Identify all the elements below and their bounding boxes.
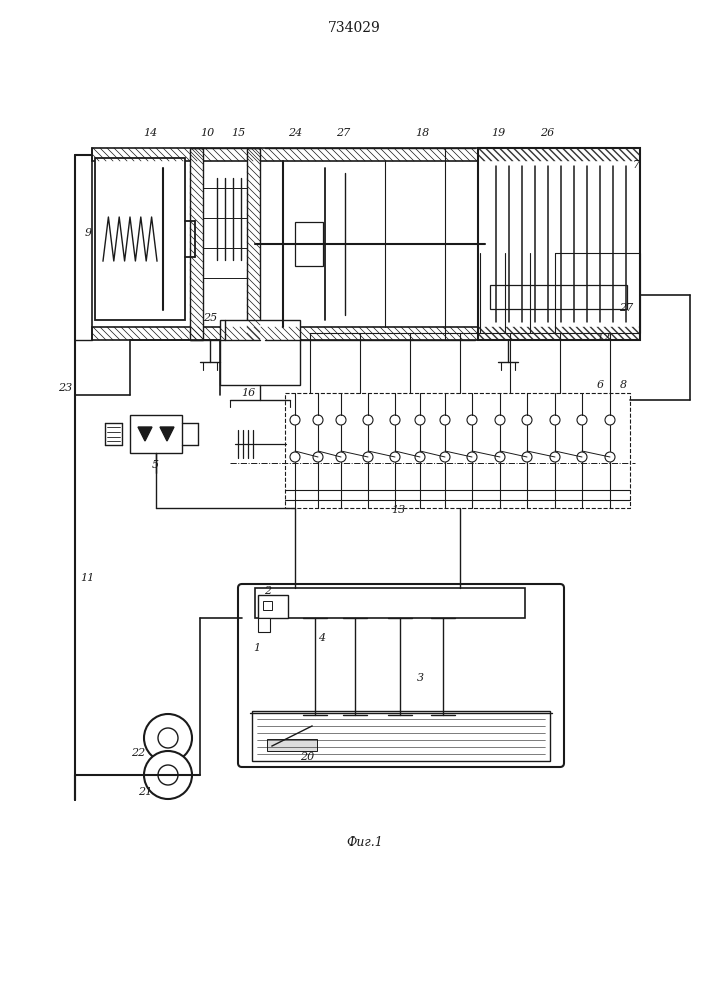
Bar: [258, 618, 270, 632]
Circle shape: [390, 452, 400, 462]
Circle shape: [605, 452, 615, 462]
Circle shape: [577, 415, 587, 425]
Bar: [255, 588, 525, 618]
Text: 20: 20: [300, 752, 314, 762]
Circle shape: [313, 452, 323, 462]
Bar: [267, 739, 317, 751]
Text: 8: 8: [620, 380, 627, 390]
Text: 6: 6: [597, 380, 604, 390]
Circle shape: [415, 415, 425, 425]
Circle shape: [144, 751, 192, 799]
Bar: [95, 158, 185, 320]
Circle shape: [605, 415, 615, 425]
Text: 9: 9: [84, 228, 92, 238]
Text: 10: 10: [200, 128, 214, 138]
Polygon shape: [138, 427, 152, 441]
Text: 5: 5: [151, 460, 158, 470]
Text: 24: 24: [288, 128, 302, 138]
Text: 14: 14: [143, 128, 157, 138]
Circle shape: [336, 452, 346, 462]
Circle shape: [144, 714, 192, 762]
Bar: [252, 711, 550, 761]
Text: 1: 1: [253, 643, 261, 653]
Text: 22: 22: [131, 748, 145, 758]
Circle shape: [363, 415, 373, 425]
Text: 27: 27: [336, 128, 350, 138]
Text: 23: 23: [58, 383, 72, 393]
Circle shape: [495, 452, 505, 462]
Text: 21: 21: [138, 787, 152, 797]
Circle shape: [495, 415, 505, 425]
Bar: [247, 148, 260, 340]
Polygon shape: [160, 427, 174, 441]
Bar: [190, 148, 203, 340]
Text: 18: 18: [415, 128, 429, 138]
Bar: [295, 222, 323, 266]
Circle shape: [467, 415, 477, 425]
Circle shape: [577, 452, 587, 462]
Circle shape: [522, 452, 532, 462]
Circle shape: [313, 415, 323, 425]
Bar: [490, 285, 627, 309]
Text: 26: 26: [540, 128, 554, 138]
Circle shape: [440, 415, 450, 425]
FancyBboxPatch shape: [238, 584, 564, 767]
Circle shape: [550, 415, 560, 425]
Circle shape: [158, 728, 178, 748]
Circle shape: [390, 415, 400, 425]
Circle shape: [290, 415, 300, 425]
Circle shape: [363, 452, 373, 462]
Bar: [130, 415, 182, 453]
Text: 25: 25: [203, 313, 217, 323]
Text: 15: 15: [231, 128, 245, 138]
Circle shape: [158, 765, 178, 785]
Bar: [258, 595, 288, 618]
Circle shape: [550, 452, 560, 462]
Bar: [478, 148, 640, 340]
Text: 4: 4: [318, 633, 325, 643]
Text: 11: 11: [80, 573, 94, 583]
Bar: [285, 393, 630, 508]
Text: 16: 16: [241, 388, 255, 398]
Circle shape: [467, 452, 477, 462]
Text: 7: 7: [633, 160, 640, 170]
Bar: [220, 320, 300, 385]
Text: Фиг.1: Фиг.1: [346, 836, 383, 850]
Text: 2: 2: [264, 586, 271, 596]
Circle shape: [290, 452, 300, 462]
Bar: [263, 601, 272, 610]
Circle shape: [440, 452, 450, 462]
Text: 19: 19: [491, 128, 505, 138]
Circle shape: [415, 452, 425, 462]
Text: 3: 3: [416, 673, 423, 683]
Bar: [92, 148, 640, 161]
Text: 12: 12: [596, 333, 610, 343]
Text: 13: 13: [391, 505, 405, 515]
Circle shape: [522, 415, 532, 425]
Bar: [92, 327, 640, 340]
Text: 27: 27: [619, 303, 633, 313]
Circle shape: [336, 415, 346, 425]
Text: 734029: 734029: [327, 21, 380, 35]
